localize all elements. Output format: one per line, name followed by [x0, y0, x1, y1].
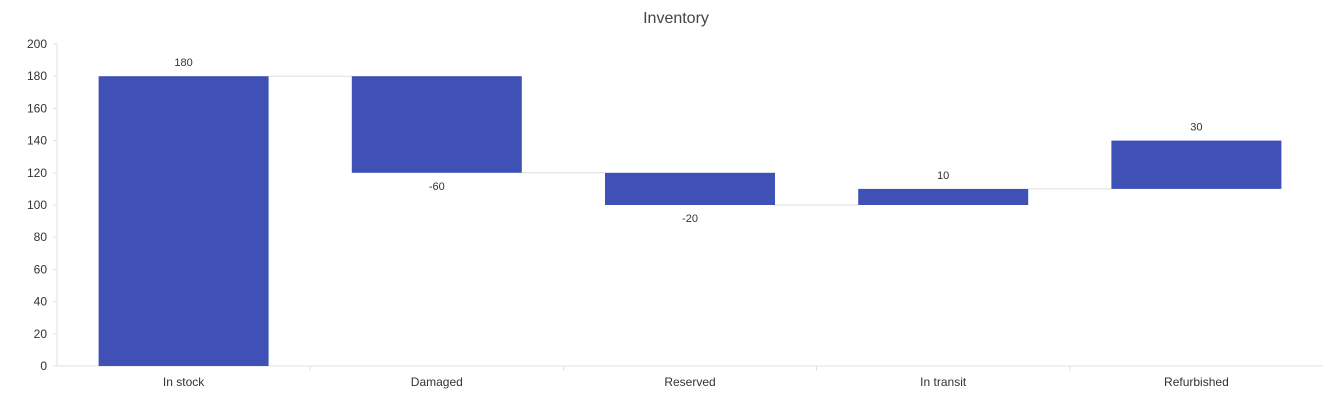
- y-tick-label: 0: [40, 359, 47, 373]
- connector-lines: [268, 75, 1112, 206]
- y-tick-label: 160: [27, 101, 47, 115]
- bar-refurbished: [1111, 140, 1282, 189]
- data-label: 10: [937, 170, 949, 182]
- y-tick-label: 140: [27, 134, 47, 148]
- y-tick-label: 20: [34, 327, 48, 341]
- x-tick-label: In transit: [920, 375, 967, 389]
- bar-in-stock: [98, 76, 269, 366]
- bar-reserved: [605, 172, 775, 205]
- y-tick-label: 100: [27, 198, 47, 212]
- data-label: 180: [174, 57, 192, 69]
- value-labels: 180 -60 -20 10 30: [174, 57, 1202, 225]
- data-label: -60: [429, 181, 445, 193]
- x-tick-label: Refurbished: [1164, 375, 1229, 389]
- y-tick-label: 180: [27, 69, 47, 83]
- bar-damaged: [351, 76, 522, 173]
- x-tick-label: In stock: [163, 375, 205, 389]
- y-tick-label: 200: [27, 37, 47, 51]
- x-axis: In stock Damaged Reserved In transit Refurbi…: [57, 365, 1323, 389]
- x-tick-label: Damaged: [411, 375, 463, 389]
- chart-title: Inventory: [643, 10, 709, 27]
- bar-in-transit: [858, 188, 1029, 205]
- y-tick-label: 120: [27, 166, 47, 180]
- y-tick-label: 60: [34, 262, 48, 276]
- data-label: 30: [1190, 122, 1202, 134]
- y-tick-label: 40: [34, 295, 48, 309]
- y-axis: 0 20 40 60 80 100 120 140 160 180 200: [27, 37, 58, 373]
- y-tick-label: 80: [34, 230, 48, 244]
- data-label: -20: [682, 213, 698, 225]
- x-tick-label: Reserved: [664, 375, 715, 389]
- bars: [98, 76, 1282, 366]
